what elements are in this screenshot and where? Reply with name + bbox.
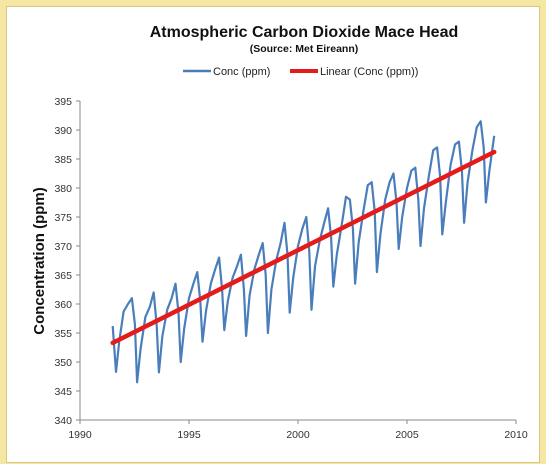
y-tick-label: 355 xyxy=(54,328,72,340)
legend-label-conc: Conc (ppm) xyxy=(213,66,270,78)
chart-title: Atmospheric Carbon Dioxide Mace Head xyxy=(150,24,459,41)
x-tick-label: 2005 xyxy=(395,429,419,441)
legend-label-linear: Linear (Conc (ppm)) xyxy=(320,66,418,78)
axes xyxy=(76,100,517,424)
y-tick-label: 375 xyxy=(54,212,72,224)
chart-frame: Atmospheric Carbon Dioxide Mace Head (So… xyxy=(6,6,540,463)
x-tick-label: 2010 xyxy=(504,429,528,441)
y-axis-title: Concentration (ppm) xyxy=(31,187,48,335)
y-tick-label: 365 xyxy=(54,270,72,282)
chart-subtitle: (Source: Met Eireann) xyxy=(250,43,359,55)
co2-line-chart: Atmospheric Carbon Dioxide Mace Head (So… xyxy=(31,24,528,441)
y-tick-label: 390 xyxy=(54,125,72,137)
x-tick-label: 1990 xyxy=(68,429,92,441)
y-tick-label: 385 xyxy=(54,154,72,166)
y-tick-label: 340 xyxy=(54,415,72,427)
y-tick-label: 380 xyxy=(54,183,72,195)
legend: Conc (ppm) Linear (Conc (ppm)) xyxy=(183,66,418,78)
y-tick-label: 370 xyxy=(54,241,72,253)
y-tick-label: 395 xyxy=(54,96,72,108)
y-tick-labels: 340 345 350 355 360 365 370 375 380 385 390 395 xyxy=(54,96,72,427)
x-tick-labels: 1990 1995 2000 2005 2010 xyxy=(68,429,528,441)
y-tick-label: 345 xyxy=(54,386,72,398)
series-line-conc xyxy=(111,120,496,384)
x-tick-label: 1995 xyxy=(177,429,201,441)
y-tick-label: 350 xyxy=(54,357,72,369)
series-line-linear-trend xyxy=(110,149,497,346)
y-tick-label: 360 xyxy=(54,299,72,311)
plot-area xyxy=(110,120,497,384)
x-tick-label: 2000 xyxy=(286,429,310,441)
